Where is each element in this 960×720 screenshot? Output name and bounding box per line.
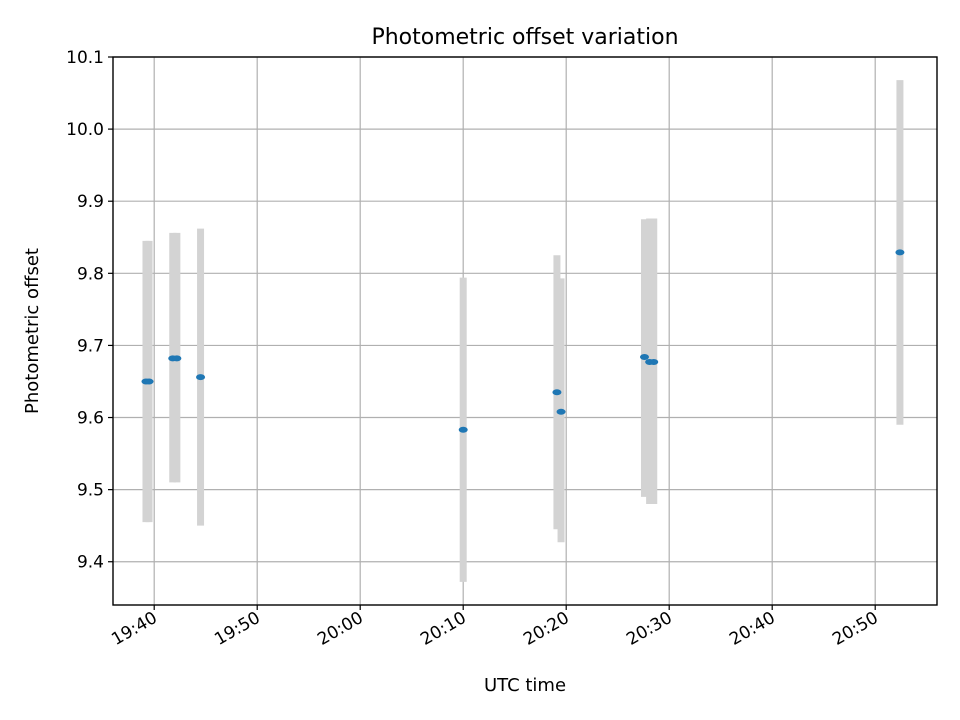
data-point [552, 389, 562, 396]
data-point [649, 359, 659, 366]
y-tick-label: 9.5 [77, 481, 104, 501]
data-points [141, 249, 905, 433]
data-point [172, 355, 182, 362]
plot-frame [112, 56, 938, 606]
y-tick-label: 10.1 [66, 48, 104, 68]
data-point [639, 353, 649, 360]
chart-title: Photometric offset variation [371, 25, 678, 50]
data-point [895, 249, 905, 256]
y-tick-label: 9.8 [77, 264, 104, 284]
data-point [144, 378, 154, 385]
y-tick-label: 10.0 [66, 120, 104, 140]
data-point [458, 426, 468, 433]
y-tick-label: 9.9 [77, 192, 104, 212]
y-axis-label: Photometric offset [22, 248, 43, 414]
y-tick-label: 9.7 [77, 336, 104, 356]
y-axis-ticks: 9.4 9.5 9.6 9.7 9.8 9.9 10.0 10.1 [66, 48, 113, 573]
y-tick-label: 9.6 [77, 409, 104, 429]
data-point [556, 408, 566, 415]
data-point [196, 374, 206, 381]
x-axis-label: UTC time [484, 675, 566, 696]
y-tick-label: 9.4 [77, 553, 104, 573]
